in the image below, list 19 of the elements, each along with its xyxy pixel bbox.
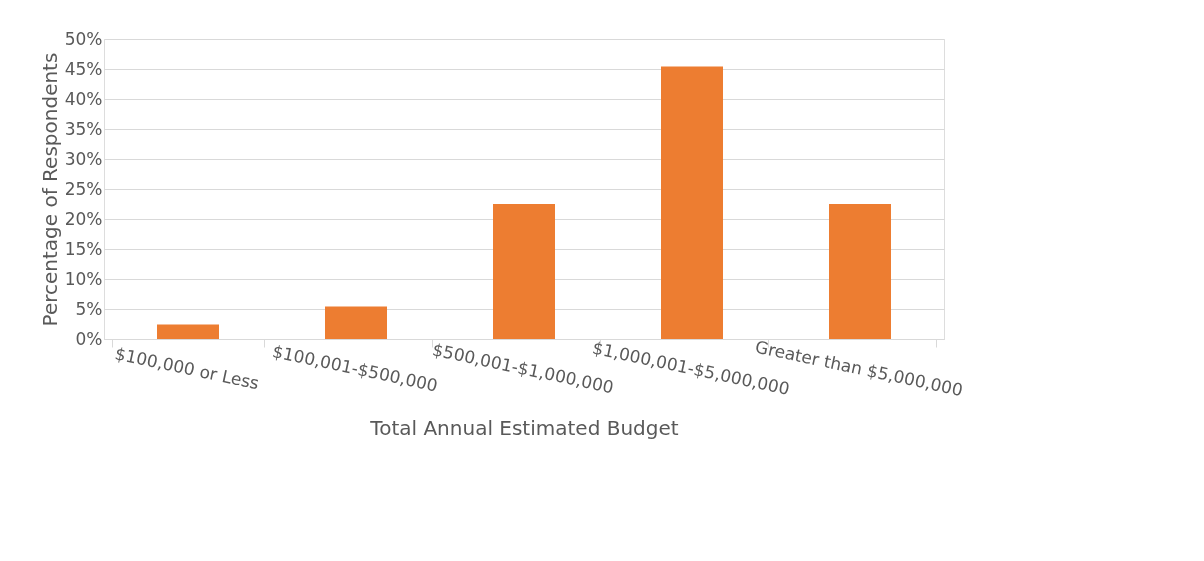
y-tick-label: 30%: [64, 148, 103, 169]
y-tick-label: 0%: [75, 328, 103, 349]
y-tick-label: 10%: [64, 268, 103, 289]
bar: [493, 204, 555, 339]
y-tick-label: 40%: [64, 88, 103, 109]
bar: [829, 204, 891, 339]
y-tick-label: 35%: [64, 118, 103, 139]
y-tick-label: 25%: [64, 178, 103, 199]
y-tick-label: 5%: [75, 298, 103, 319]
bar: [661, 66, 723, 339]
y-tick-label: 20%: [64, 208, 103, 229]
x-tick-label: $100,000 or Less: [113, 343, 261, 394]
x-axis-title: Total Annual Estimated Budget: [369, 416, 679, 441]
bar: [157, 324, 219, 339]
bar: [325, 306, 387, 339]
y-tick-label: 50%: [64, 28, 103, 49]
y-tick-label: 15%: [64, 238, 103, 259]
y-tick-label: 45%: [64, 58, 103, 79]
y-axis-title: Percentage of Respondents: [37, 52, 62, 327]
